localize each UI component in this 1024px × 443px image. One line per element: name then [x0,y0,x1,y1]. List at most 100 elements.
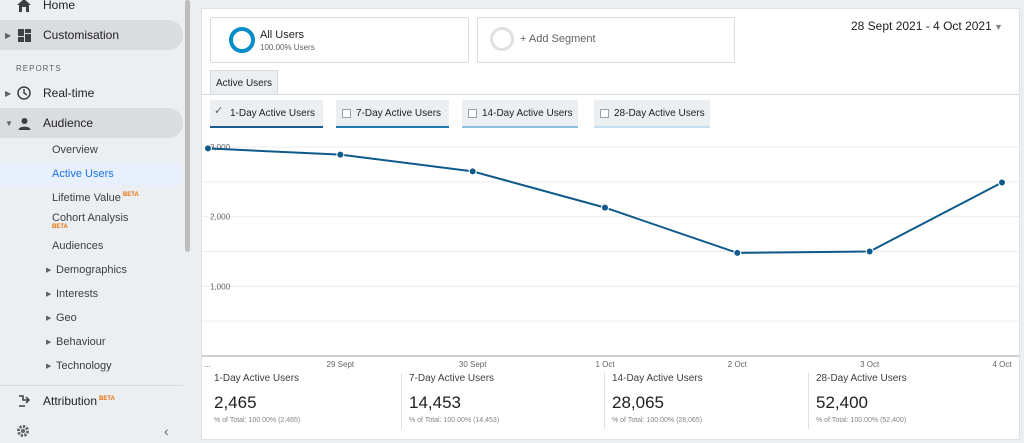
metric-label: 1-Day Active Users [230,107,316,119]
home-icon [16,0,32,13]
stat-divider [401,373,402,429]
data-point [733,248,742,257]
stat-14-day: 14-Day Active Users 28,065 % of Total: 1… [612,373,703,424]
add-segment-label: + Add Segment [520,33,596,45]
checkbox[interactable] [600,108,609,118]
add-segment-button[interactable]: + Add Segment [477,17,735,63]
stat-value: 28,065 [612,393,664,412]
chevron-right-icon: ▶ [5,88,12,98]
segment-title: All Users [260,29,305,41]
chevron-left-icon[interactable]: ‹ [164,423,169,439]
sidebar-item-label: Real-time [43,86,95,100]
sidebar-item-cohort-analysis[interactable]: Cohort Analysis BETA [0,207,183,233]
checkbox[interactable] [342,108,351,118]
stat-value: 14,453 [409,393,461,412]
stat-7-day: 7-Day Active Users 14,453 % of Total: 10… [409,373,499,424]
x-tick-label: 1 Oct [595,360,615,369]
attribution-icon [16,393,32,409]
stat-value: 2,465 [214,393,257,412]
sidebar-scrollbar[interactable] [185,0,190,252]
sidebar-item-label: Geo [56,312,77,324]
sidebar-item-label: Interests [56,288,99,300]
report-panel: All Users 100.00% Users + Add Segment 28… [201,8,1020,440]
beta-badge: BETA [52,224,68,230]
dashboard-icon [16,27,32,43]
sidebar-item-interests[interactable]: ▶ Interests [0,282,183,306]
checkbox[interactable] [468,108,477,118]
stat-total: % of Total: 100.00% (14,453) [409,417,500,424]
series-line [207,147,1003,254]
y-tick-label: 3,000 [210,143,231,152]
sidebar-item-label: Behaviour [56,336,106,348]
sidebar-item-label: Demographics [56,264,127,276]
metric-toggle-28-day[interactable]: 28-Day Active Users [594,100,710,128]
sidebar-divider [0,385,183,386]
metric-label: 14-Day Active Users [482,107,573,119]
tab-active-users[interactable]: Active Users [210,70,278,95]
tab-divider [202,94,1019,95]
sidebar-item-attribution[interactable]: Attribution BETA [0,386,183,416]
sidebar-item-lifetime-value[interactable]: Lifetime Value BETA [0,186,183,210]
stat-value: 52,400 [816,393,868,412]
beta-badge: BETA [99,396,115,402]
chevron-right-icon: ▶ [46,267,52,274]
metric-label: 7-Day Active Users [356,107,442,119]
y-tick-label: 2,000 [210,213,231,222]
person-icon [16,115,32,131]
sidebar-item-home[interactable]: Home [0,0,183,20]
segment-percent: 100.00% Users [260,43,315,52]
stat-1-day: 1-Day Active Users 2,465 % of Total: 100… [214,373,300,424]
sidebar-item-label: Customisation [43,28,120,42]
chevron-right-icon: ▶ [5,30,12,40]
sidebar-item-overview[interactable]: Overview [0,138,183,162]
sidebar-item-active-users[interactable]: Active Users [0,162,183,186]
chevron-right-icon: ▶ [46,315,52,322]
stat-total: % of Total: 100.00% (52,400) [816,417,907,424]
sidebar-item-label: Home [43,0,76,12]
sidebar-item-customisation[interactable]: ▶ Customisation [0,20,183,50]
segment-ring-icon [229,27,255,53]
lifetime-value-wrap: Lifetime Value BETA [52,192,139,204]
metric-label: 28-Day Active Users [614,107,705,119]
date-range-picker[interactable]: 28 Sept 2021 - 4 Oct 2021 [851,19,992,33]
sidebar-item-behaviour[interactable]: ▶ Behaviour [0,330,183,354]
y-tick-label: 1,000 [210,282,231,291]
sidebar-item-audience[interactable]: ▼ Audience [0,108,183,138]
data-point [336,150,345,159]
sidebar-item-audiences[interactable]: Audiences [0,234,183,258]
stat-name: 28-Day Active Users [816,373,907,384]
sidebar-item-label: Overview [52,144,98,156]
sidebar-item-label: Audiences [52,240,104,252]
metric-color-bar [594,126,710,128]
segment-all-users[interactable]: All Users 100.00% Users [210,17,469,63]
data-point [204,144,212,153]
sidebar-item-geo[interactable]: ▶ Geo [0,306,183,330]
data-point [468,167,477,176]
sidebar-item-label: Lifetime Value [52,192,121,204]
sidebar-item-label: Attribution [43,394,98,408]
sidebar-item-technology[interactable]: ▶ Technology [0,354,183,378]
clock-icon [16,85,32,101]
x-tick-label: 29 Sept [327,360,355,369]
gear-icon[interactable] [16,424,30,443]
reports-header: REPORTS [16,64,62,73]
stat-name: 7-Day Active Users [409,373,495,384]
chevron-right-icon: ▶ [46,291,52,298]
active-users-line-chart[interactable]: 3,000 2,000 1,000... 29 Sept 30 Sept 1 Oct 2 O… [202,129,1019,369]
attribution-label-wrap: Attribution BETA [43,394,115,408]
data-point [998,178,1006,187]
stat-total: % of Total: 100.00% (2,465) [214,417,301,424]
caret-down-icon[interactable]: ▼ [994,22,1003,32]
sidebar-item-realtime[interactable]: ▶ Real-time [0,78,183,108]
sidebar-item-demographics[interactable]: ▶ Demographics [0,258,183,282]
stat-name: 14-Day Active Users [612,373,703,384]
metric-toggle-7-day[interactable]: 7-Day Active Users [336,100,449,128]
metric-toggle-1-day[interactable]: ✓ 1-Day Active Users [210,100,323,128]
x-tick-label: 4 Oct [992,360,1012,369]
sidebar-item-label: Technology [56,360,112,372]
x-tick-label: 2 Oct [728,360,748,369]
stat-divider [604,373,605,429]
metric-toggle-14-day[interactable]: 14-Day Active Users [462,100,578,128]
chevron-right-icon: ▶ [46,339,52,346]
stat-divider [808,373,809,429]
